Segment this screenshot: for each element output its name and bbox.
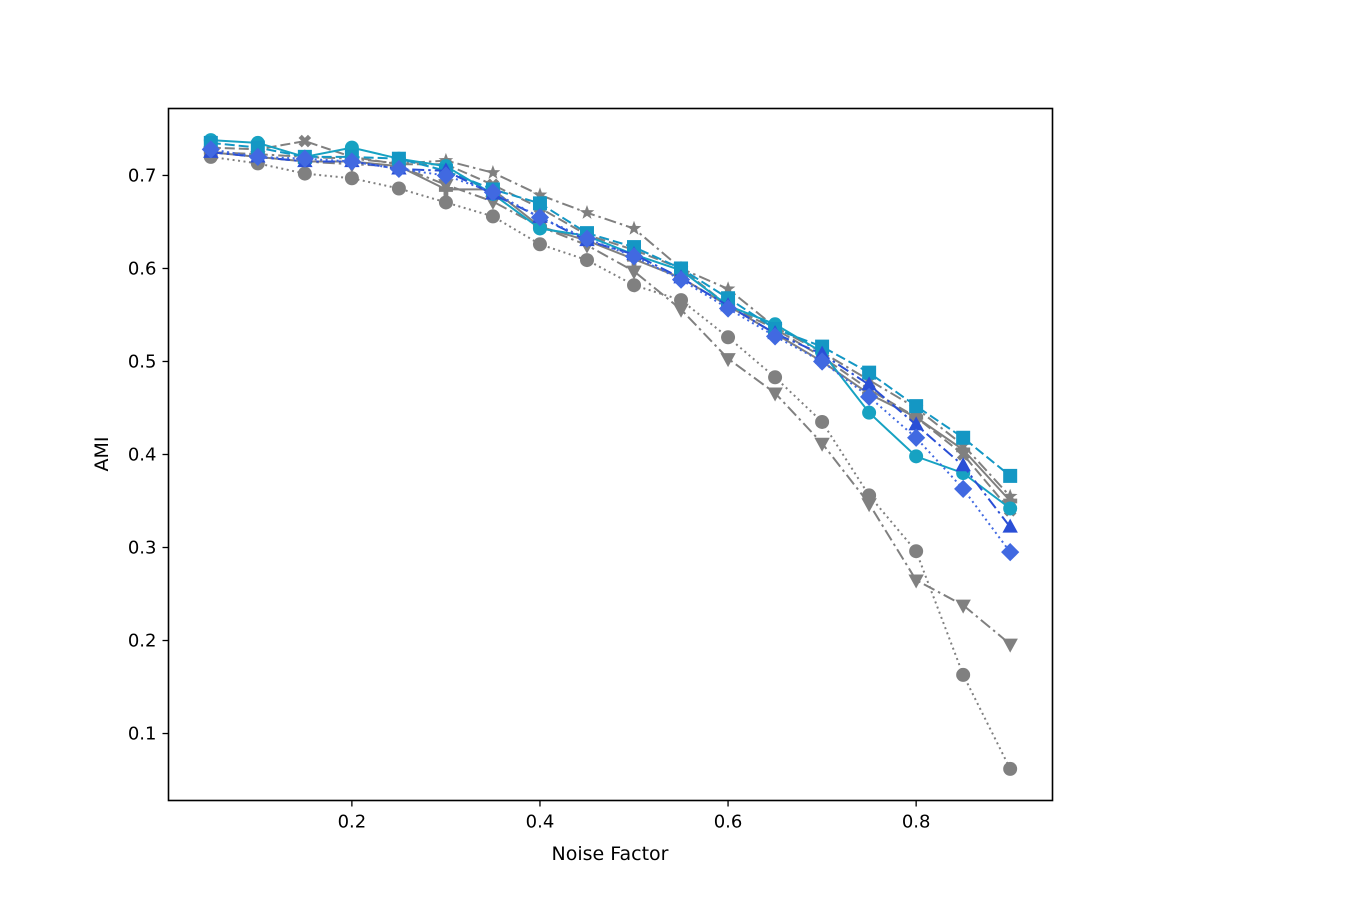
data-point-circle xyxy=(344,171,359,186)
data-point-square xyxy=(391,151,406,166)
data-point-diamond xyxy=(624,247,644,266)
data-point-circle xyxy=(297,166,312,181)
y-tick-label: 0.5 xyxy=(128,351,157,372)
series-line xyxy=(210,139,1011,510)
data-point-triangle-down xyxy=(626,265,642,280)
data-point-triangle-up xyxy=(908,416,924,431)
data-point-circle xyxy=(485,209,500,224)
x-tick-label: 0.2 xyxy=(338,812,367,833)
data-point-circle xyxy=(768,370,783,385)
data-point-diamond xyxy=(483,183,503,202)
series-royalblue-dotted-diamond xyxy=(201,140,1020,562)
data-point-triangle-down xyxy=(908,574,924,589)
data-point-diamond xyxy=(812,352,832,371)
data-point-square xyxy=(674,261,689,276)
data-point-triangle-up xyxy=(955,457,971,472)
data-point-triangle-up xyxy=(1002,518,1018,533)
data-point-diamond xyxy=(530,208,550,227)
data-point-diamond xyxy=(577,229,597,248)
data-point-diamond xyxy=(860,387,879,406)
data-point-star xyxy=(626,220,642,235)
data-point-star xyxy=(485,165,501,179)
data-point-triangle-down xyxy=(673,303,689,318)
data-point-circle xyxy=(579,253,594,268)
data-point-circle xyxy=(862,405,877,420)
data-point-diamond xyxy=(954,479,973,499)
data-point-diamond xyxy=(907,428,926,447)
series-line xyxy=(210,151,1011,528)
data-point-diamond xyxy=(436,166,456,185)
data-point-triangle-down xyxy=(1002,638,1018,653)
data-point-circle xyxy=(721,330,736,345)
data-point-circle xyxy=(391,181,406,196)
data-point-circle xyxy=(674,293,689,308)
data-point-star xyxy=(579,205,595,219)
y-tick-label: 0.1 xyxy=(128,724,157,745)
y-tick-label: 0.6 xyxy=(128,258,157,279)
series-line xyxy=(210,141,1011,477)
y-axis: 0.1 0.2 0.3 0.4 0.5 0.6 0.7 xyxy=(128,165,169,745)
data-point-diamond xyxy=(1001,543,1020,562)
data-point-plus xyxy=(1003,494,1018,509)
series-line xyxy=(210,140,1011,511)
data-point-circle xyxy=(532,221,547,236)
x-tick-label: 0.4 xyxy=(526,812,555,833)
data-point-diamond xyxy=(389,159,409,179)
x-tick-label: 0.8 xyxy=(902,812,931,833)
x-axis-label: Noise Factor xyxy=(552,843,669,865)
series-line xyxy=(210,151,1011,498)
data-point-square xyxy=(956,430,971,445)
series-layer xyxy=(201,133,1020,776)
data-point-circle xyxy=(909,544,924,559)
series-line xyxy=(210,155,1012,770)
data-point-circle xyxy=(815,414,830,429)
y-tick-label: 0.3 xyxy=(128,538,157,559)
data-point-square xyxy=(532,196,547,211)
data-point-star xyxy=(532,187,548,202)
y-axis-label: AMI xyxy=(91,437,113,472)
data-point-triangle-up xyxy=(861,376,877,391)
data-point-diamond xyxy=(765,327,785,346)
data-point-triangle-down xyxy=(955,599,971,614)
data-point-triangle-down xyxy=(861,498,877,513)
data-point-square xyxy=(250,140,265,155)
data-point-square xyxy=(1003,468,1018,483)
y-tick-label: 0.4 xyxy=(128,445,157,466)
data-point-diamond xyxy=(671,270,691,289)
data-point-circle xyxy=(532,237,547,252)
data-point-diamond xyxy=(201,140,220,159)
data-point-circle xyxy=(909,449,924,464)
data-point-circle xyxy=(1003,501,1018,516)
data-point-triangle-down xyxy=(767,387,783,402)
y-tick-label: 0.2 xyxy=(128,631,157,652)
data-point-square xyxy=(862,365,877,380)
y-tick-label: 0.7 xyxy=(128,165,157,186)
data-point-triangle-down xyxy=(720,353,736,368)
data-point-diamond xyxy=(342,152,361,171)
data-point-triangle-down xyxy=(814,437,830,452)
series-gray-dotted-circle xyxy=(203,149,1018,776)
data-point-x xyxy=(298,134,312,148)
x-tick-label: 0.6 xyxy=(714,812,743,833)
series-line xyxy=(210,151,1011,645)
data-point-diamond xyxy=(248,147,267,166)
data-point-diamond xyxy=(718,299,738,318)
data-point-plus xyxy=(438,182,453,197)
data-point-circle xyxy=(627,278,642,293)
data-point-circle xyxy=(438,195,453,210)
data-point-diamond xyxy=(295,149,314,168)
data-point-circle xyxy=(1003,761,1018,776)
data-point-circle xyxy=(956,667,971,682)
data-point-plus xyxy=(956,442,971,457)
data-point-star xyxy=(720,281,736,296)
x-axis: 0.2 0.4 0.6 0.8 xyxy=(338,800,931,833)
data-point-square xyxy=(909,399,924,414)
